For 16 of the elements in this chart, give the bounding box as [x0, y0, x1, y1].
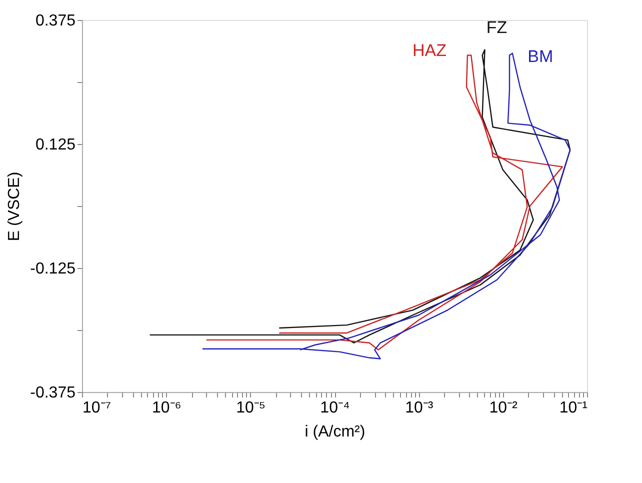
x-tick-label: 10⁻²	[489, 400, 518, 416]
y-tick-label: -0.375	[30, 384, 76, 402]
y-tick-label: 0.375	[35, 12, 76, 30]
y-tick-label: -0.125	[30, 260, 76, 278]
x-tick-label: 10⁻⁷	[82, 400, 112, 416]
series-label: FZ	[486, 18, 508, 37]
y-tick-label: 0.125	[35, 136, 76, 154]
x-tick-label: 10⁻⁵	[236, 400, 266, 416]
x-tick-label: 10⁻³	[405, 400, 434, 416]
series-label: HAZ	[412, 41, 446, 60]
series-label: BM	[528, 47, 554, 66]
x-tick-label: 10⁻⁶	[152, 400, 182, 416]
y-axis-title: E (VSCE)	[6, 172, 24, 242]
x-axis-title: i (A/cm²)	[304, 424, 366, 440]
x-tick-label: 10⁻¹	[559, 400, 588, 416]
x-tick-label: 10⁻⁴	[320, 400, 350, 416]
